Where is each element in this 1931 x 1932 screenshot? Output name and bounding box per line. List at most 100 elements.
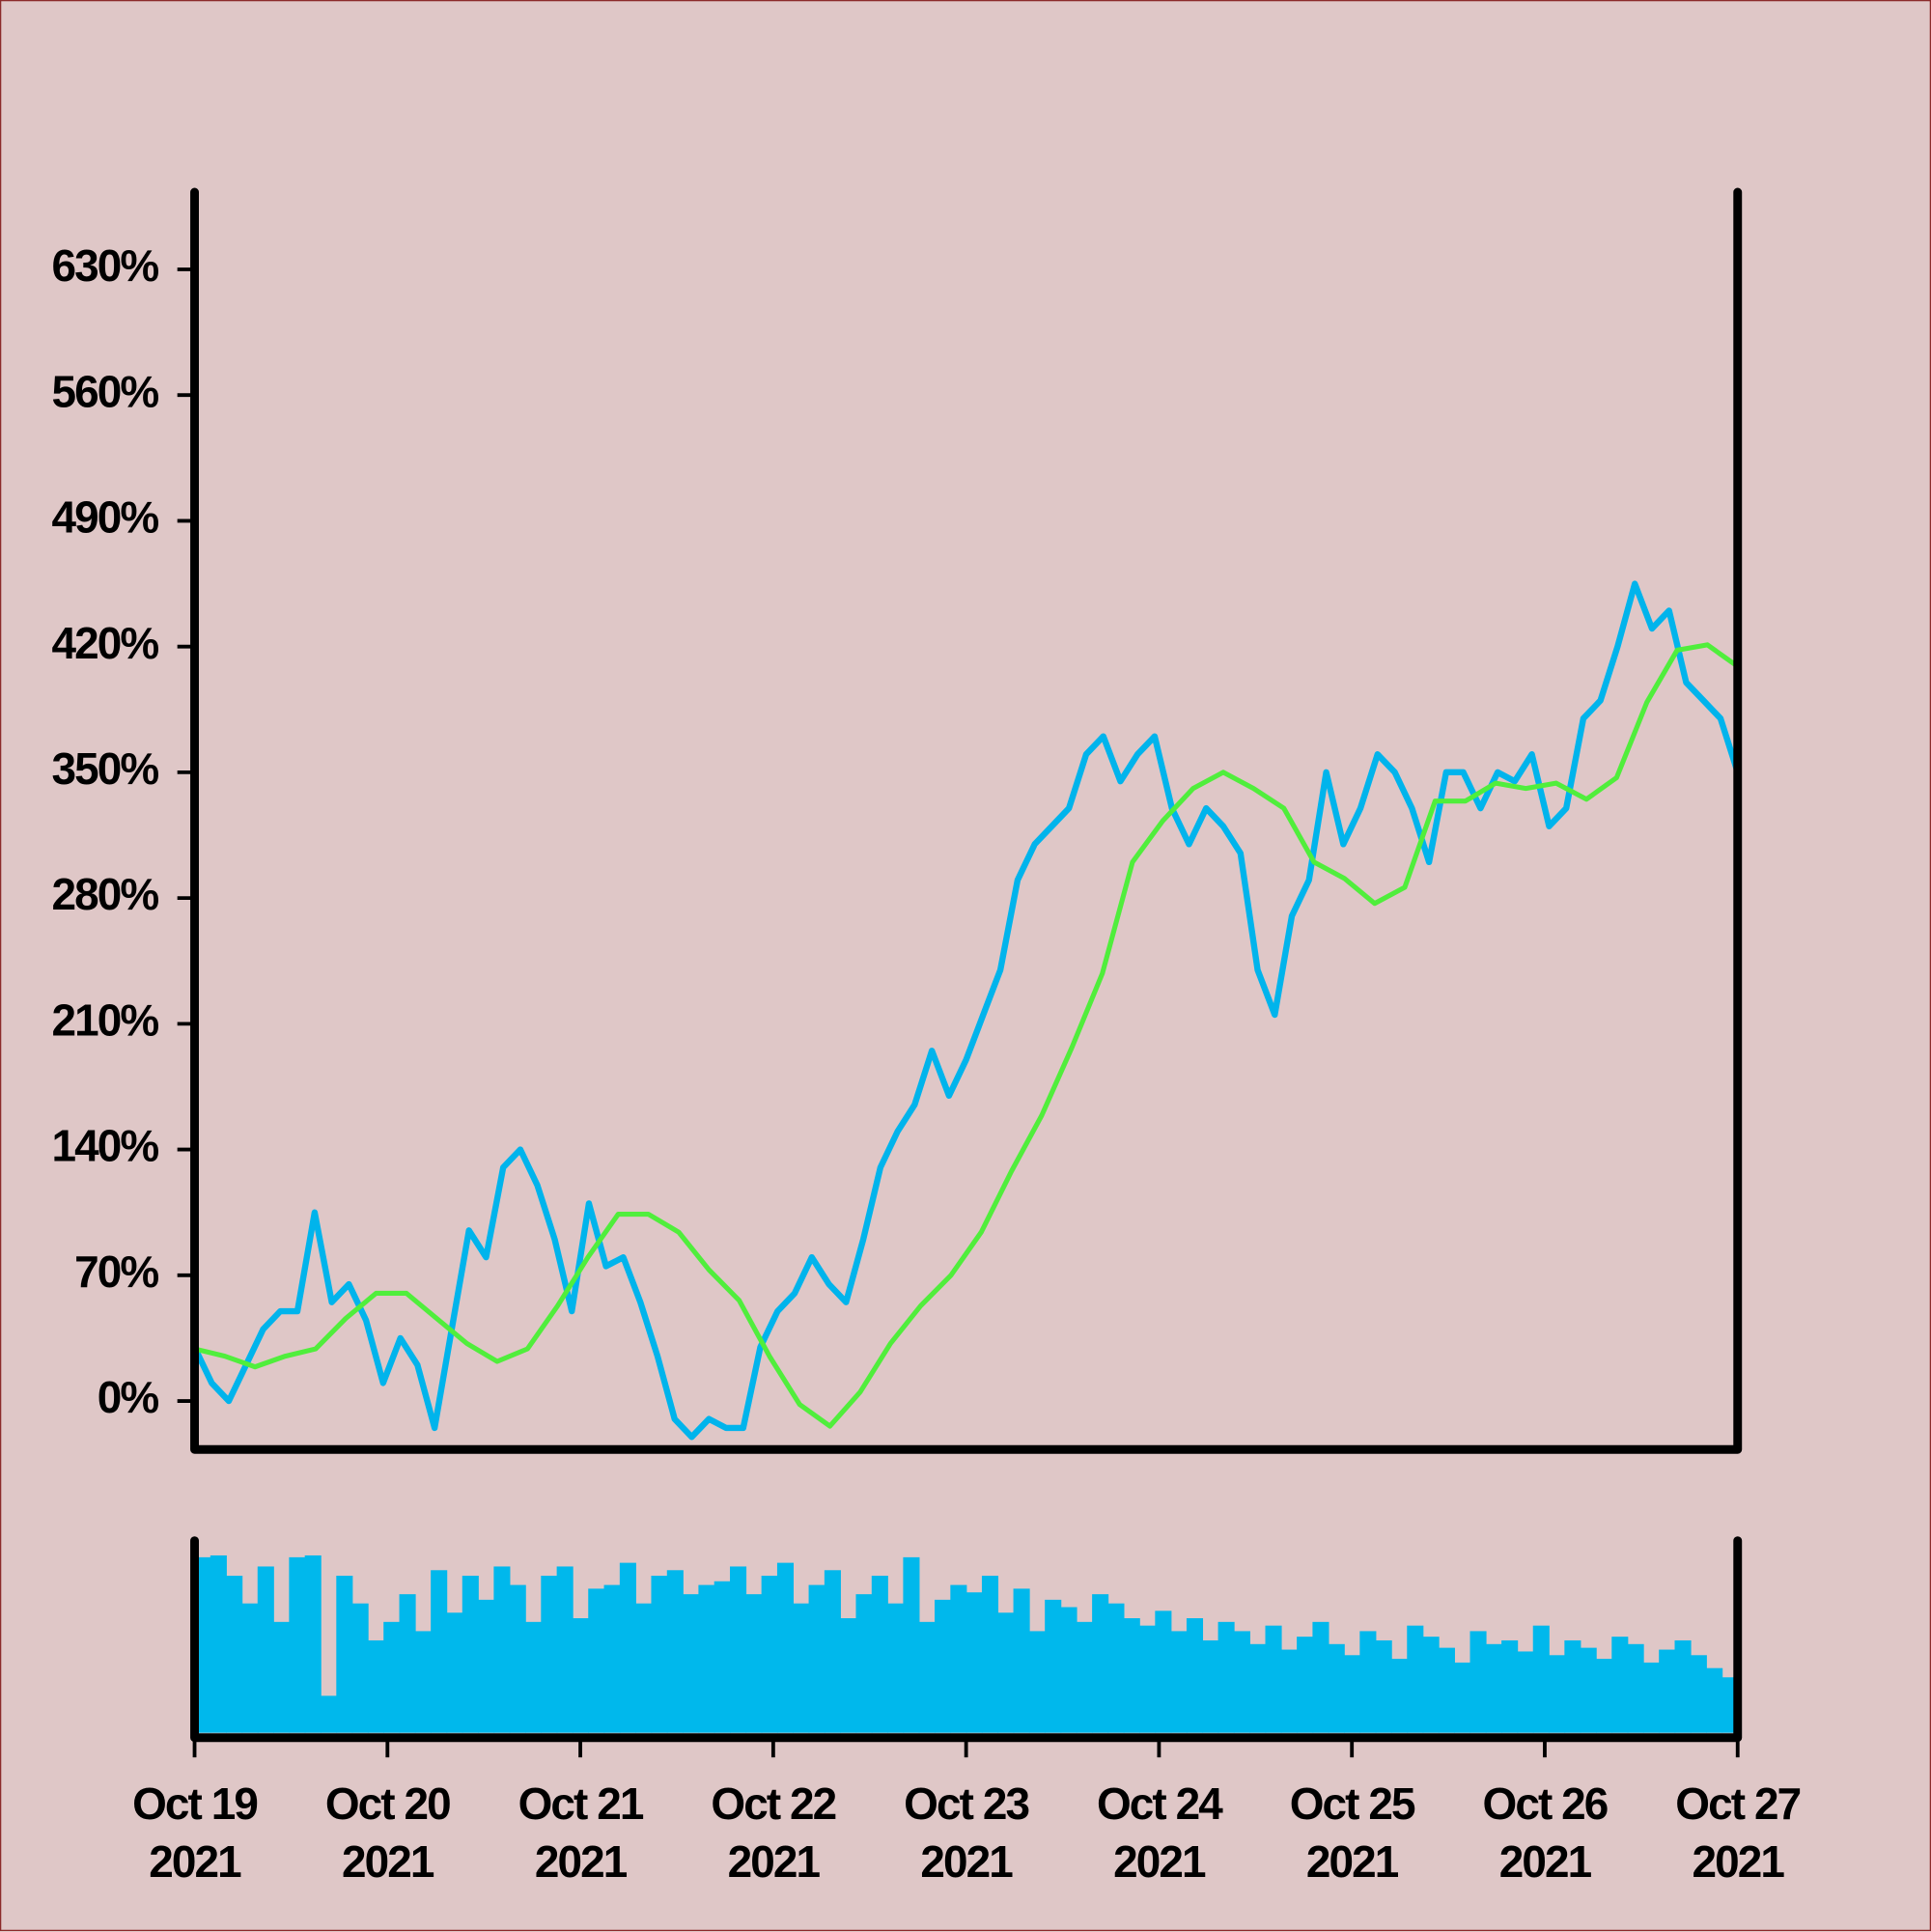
volume-bar: [478, 1599, 495, 1733]
x-tick-label: Oct 20 2021: [324, 1778, 452, 1888]
y-tick-label: 280%: [51, 869, 158, 919]
volume-bar: [619, 1562, 636, 1733]
volume-bar: [1107, 1603, 1125, 1733]
volume-bar: [1517, 1651, 1534, 1733]
y-tick-label: 210%: [51, 994, 158, 1045]
volume-bar: [1202, 1639, 1219, 1733]
volume-bar: [493, 1566, 511, 1733]
volume-bar: [666, 1570, 684, 1733]
x-tick-label: Oct 19 2021: [132, 1778, 259, 1888]
volume-bar: [1454, 1662, 1471, 1733]
volume-bar: [1611, 1637, 1629, 1733]
volume-bar: [761, 1576, 778, 1733]
x-tick-label: Oct 23 2021: [904, 1778, 1030, 1888]
volume-bar: [1312, 1621, 1329, 1733]
volume-bar: [1595, 1659, 1613, 1733]
volume-bar: [651, 1576, 668, 1733]
volume-bar: [1659, 1649, 1676, 1733]
volume-bar: [1328, 1643, 1345, 1733]
x-tick-label: Oct 27 2021: [1675, 1778, 1802, 1888]
volume-bar: [1170, 1631, 1188, 1733]
volume-bar: [1028, 1631, 1046, 1733]
volume-bar: [226, 1576, 243, 1733]
volume-bar: [887, 1603, 905, 1733]
volume-bar: [730, 1566, 747, 1733]
volume-bar: [1186, 1618, 1204, 1733]
volume-bar: [683, 1594, 700, 1733]
volume-bar: [1532, 1625, 1550, 1733]
volume-bar: [793, 1603, 810, 1733]
volume-bar: [1139, 1625, 1157, 1733]
volume-bar: [824, 1570, 841, 1733]
volume-bar: [1627, 1643, 1644, 1733]
volume-bar: [399, 1594, 416, 1733]
volume-bar: [1344, 1655, 1361, 1733]
volume-bar: [367, 1639, 384, 1733]
volume-bar: [1045, 1599, 1062, 1733]
x-tick-label: Oct 25 2021: [1289, 1778, 1416, 1888]
volume-bar: [855, 1594, 873, 1733]
volume-bar: [918, 1621, 936, 1733]
volume-bar: [572, 1618, 590, 1733]
volume-bar: [210, 1554, 227, 1733]
volume-bar: [808, 1584, 826, 1733]
volume-bar: [431, 1570, 448, 1733]
volume-bar: [304, 1554, 322, 1733]
volume-bar: [383, 1621, 401, 1733]
volume-bar: [997, 1612, 1015, 1733]
volume-bar: [1123, 1618, 1140, 1733]
y-tick-label: 0%: [98, 1372, 159, 1422]
volume-bar: [698, 1584, 715, 1733]
volume-bar: [289, 1556, 306, 1733]
volume-bar: [1706, 1667, 1723, 1733]
volume-bar: [1690, 1655, 1707, 1733]
volume-bar: [1249, 1643, 1267, 1733]
volume-bar: [1469, 1631, 1487, 1733]
volume-bar: [1501, 1639, 1519, 1733]
volume-bar: [1375, 1639, 1392, 1733]
volume-bar: [257, 1566, 274, 1733]
volume-bar: [1580, 1647, 1597, 1733]
volume-bar: [336, 1576, 353, 1733]
volume-bar: [556, 1566, 574, 1733]
volume-bar: [871, 1576, 888, 1733]
volume-bar: [1422, 1637, 1440, 1733]
volume-bar: [1013, 1588, 1030, 1733]
volume-bar: [1060, 1607, 1077, 1733]
volume-bar: [1438, 1647, 1455, 1733]
y-tick-label: 70%: [74, 1246, 158, 1297]
volume-bar: [414, 1631, 432, 1733]
volume-bar: [966, 1592, 983, 1733]
volume-bar: [588, 1588, 605, 1733]
volume-bar: [1564, 1639, 1581, 1733]
y-tick-label: 630%: [51, 240, 158, 291]
volume-bar: [745, 1594, 763, 1733]
volume-bar: [462, 1576, 479, 1733]
volume-bar: [1280, 1649, 1298, 1733]
volume-bar: [714, 1581, 731, 1733]
volume-bar: [525, 1621, 543, 1733]
volume-bar: [950, 1584, 967, 1733]
y-tick-label: 560%: [51, 366, 158, 416]
volume-bar: [241, 1603, 259, 1733]
volume-bar: [1642, 1662, 1660, 1733]
volume-bar: [1265, 1625, 1282, 1733]
y-tick-label: 490%: [51, 492, 158, 543]
x-tick-label: Oct 26 2021: [1482, 1778, 1609, 1888]
volume-bar: [1359, 1631, 1377, 1733]
volume-bar: [603, 1584, 621, 1733]
volume-bar: [273, 1621, 291, 1733]
volume-bar: [1092, 1594, 1109, 1733]
volume-bar: [635, 1603, 653, 1733]
volume-bar: [840, 1618, 857, 1733]
volume-bar: [1076, 1621, 1093, 1733]
x-tick-label: Oct 22 2021: [711, 1778, 837, 1888]
y-tick-label: 420%: [51, 618, 158, 668]
y-tick-label: 350%: [51, 743, 158, 794]
price-line: [194, 642, 1738, 1429]
volume-bar: [935, 1599, 952, 1733]
volume-bar: [320, 1695, 338, 1733]
